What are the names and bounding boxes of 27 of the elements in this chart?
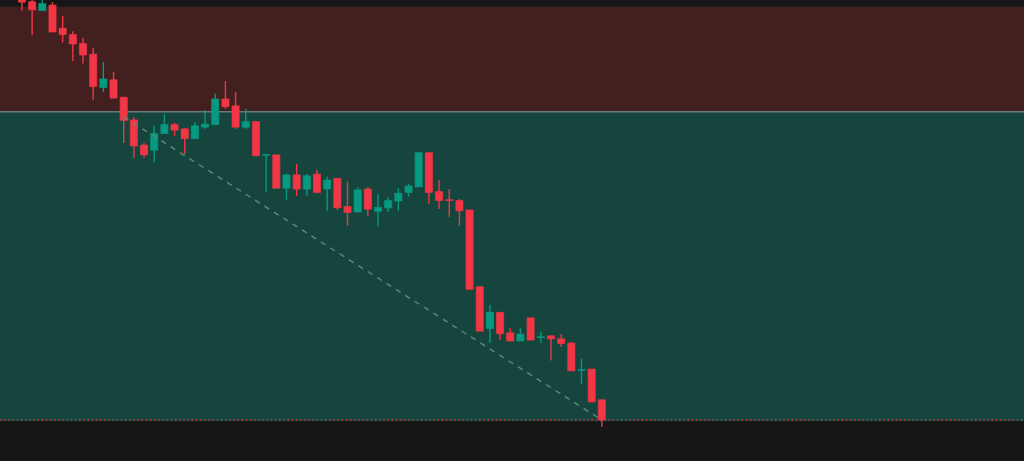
candlestick bbox=[302, 173, 311, 197]
candlestick bbox=[180, 127, 189, 155]
candlestick bbox=[323, 175, 332, 212]
candlestick bbox=[99, 61, 108, 93]
candlestick bbox=[526, 317, 535, 341]
candlestick bbox=[486, 304, 494, 344]
candlestick bbox=[577, 358, 586, 385]
candlestick bbox=[394, 187, 403, 212]
candlestick bbox=[445, 188, 454, 218]
candlestick bbox=[496, 311, 505, 341]
candlestick bbox=[435, 179, 443, 210]
candlestick bbox=[160, 113, 169, 135]
candlestick bbox=[150, 125, 159, 163]
candlestick bbox=[313, 169, 321, 194]
candlestick bbox=[28, 0, 37, 36]
candlestick bbox=[262, 154, 271, 193]
candlestick bbox=[241, 108, 250, 130]
candlestick bbox=[353, 186, 362, 213]
candlestick bbox=[363, 186, 372, 217]
candlestick bbox=[547, 335, 555, 362]
candlestick bbox=[374, 193, 382, 228]
candlestick bbox=[18, 0, 26, 12]
candlestick bbox=[282, 172, 291, 201]
candlestick bbox=[68, 30, 77, 62]
candlestick bbox=[79, 37, 87, 65]
candlestick bbox=[292, 163, 301, 197]
candlestick bbox=[201, 109, 209, 130]
